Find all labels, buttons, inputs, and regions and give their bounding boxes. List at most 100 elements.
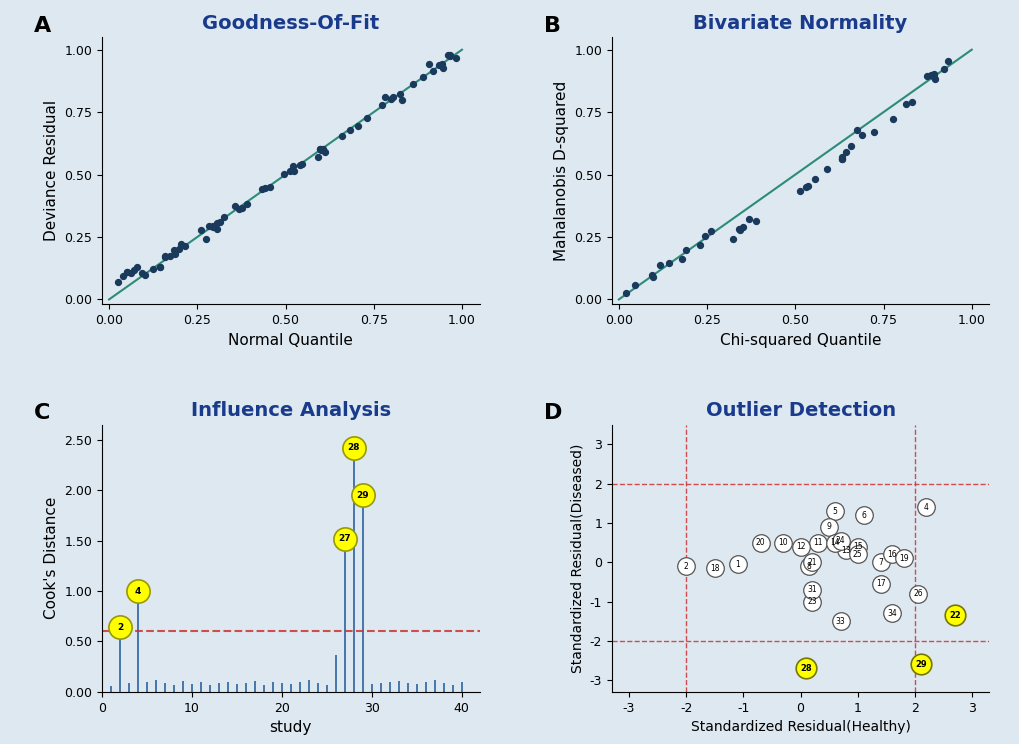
Point: [123, 267, 140, 279]
Point: [731, 224, 747, 236]
Title: Outlier Detection: Outlier Detection: [705, 401, 895, 420]
Text: 4: 4: [923, 503, 928, 512]
Point: [151, 261, 167, 273]
Point: [211, 216, 227, 228]
Point: [897, 98, 913, 110]
Point: [311, 144, 327, 155]
Point: [833, 153, 849, 165]
Point: [430, 59, 446, 71]
Point: [125, 264, 142, 276]
Point: [157, 251, 173, 263]
Point: [292, 159, 309, 171]
Text: 15: 15: [852, 542, 862, 551]
Point: [129, 585, 146, 597]
Text: 22: 22: [949, 611, 960, 620]
Text: 2: 2: [117, 623, 123, 632]
Point: [820, 521, 837, 533]
Point: [925, 71, 942, 83]
Text: 16: 16: [887, 550, 896, 559]
Text: B: B: [543, 16, 560, 36]
Point: [895, 552, 911, 564]
Text: 1: 1: [735, 559, 740, 568]
Point: [284, 160, 301, 172]
Text: 8: 8: [806, 562, 811, 571]
Point: [849, 548, 865, 560]
Text: 13: 13: [841, 546, 850, 555]
Text: 7: 7: [877, 558, 882, 567]
Text: 23: 23: [806, 597, 816, 606]
Title: Goodness-Of-Fit: Goodness-Of-Fit: [202, 14, 379, 33]
Point: [233, 202, 250, 214]
Point: [110, 276, 126, 288]
Point: [313, 144, 329, 155]
Point: [747, 215, 763, 227]
Text: 25: 25: [852, 550, 862, 559]
Point: [626, 279, 642, 291]
Text: 31: 31: [806, 586, 816, 594]
Title: Influence Analysis: Influence Analysis: [191, 401, 390, 420]
Point: [157, 249, 173, 261]
Text: 9: 9: [826, 522, 830, 531]
X-axis label: Chi-squared Quantile: Chi-squared Quantile: [719, 333, 880, 347]
Text: 18: 18: [709, 564, 718, 573]
Point: [172, 238, 189, 250]
Point: [678, 560, 694, 572]
Point: [909, 588, 925, 600]
Point: [917, 501, 933, 513]
Point: [883, 607, 900, 619]
Point: [809, 536, 825, 548]
Point: [865, 126, 881, 138]
Point: [791, 185, 807, 197]
Point: [838, 545, 854, 557]
Point: [826, 505, 843, 517]
Point: [171, 243, 187, 254]
Point: [145, 263, 161, 275]
Point: [377, 91, 393, 103]
Point: [119, 266, 136, 278]
Point: [447, 51, 464, 63]
Point: [230, 203, 247, 215]
Point: [393, 94, 410, 106]
Point: [651, 259, 667, 271]
Text: 26: 26: [912, 589, 922, 598]
X-axis label: Normal Quantile: Normal Quantile: [228, 333, 353, 347]
Point: [118, 266, 135, 278]
Point: [934, 62, 951, 74]
X-axis label: Standardized Residual(Healthy): Standardized Residual(Healthy): [690, 720, 910, 734]
Point: [926, 73, 943, 85]
Y-axis label: Standardized Residual(Diseased): Standardized Residual(Diseased): [570, 443, 584, 673]
Point: [152, 261, 168, 273]
Point: [204, 220, 220, 232]
Point: [201, 220, 217, 232]
Point: [254, 183, 270, 195]
Point: [345, 442, 362, 454]
Point: [618, 287, 634, 299]
Point: [774, 536, 791, 548]
Point: [293, 158, 310, 170]
Text: 29: 29: [356, 491, 369, 500]
Text: 29: 29: [914, 660, 925, 669]
Point: [702, 225, 718, 237]
Point: [849, 124, 865, 136]
Y-axis label: Cook's Distance: Cook's Distance: [44, 497, 59, 620]
Point: [946, 609, 962, 621]
Point: [925, 68, 942, 80]
Point: [818, 163, 835, 175]
Point: [798, 662, 814, 674]
Point: [382, 93, 398, 105]
Point: [350, 121, 366, 132]
Text: C: C: [34, 403, 50, 423]
Point: [137, 269, 153, 281]
Point: [884, 113, 901, 125]
Point: [441, 50, 458, 62]
Point: [938, 55, 955, 67]
X-axis label: study: study: [269, 720, 312, 735]
Y-axis label: Mahalanobis D-squared: Mahalanobis D-squared: [553, 80, 568, 261]
Text: 20: 20: [755, 538, 764, 547]
Point: [205, 221, 221, 233]
Point: [883, 548, 900, 560]
Point: [355, 490, 371, 501]
Point: [833, 151, 849, 163]
Point: [439, 49, 455, 61]
Point: [133, 267, 150, 279]
